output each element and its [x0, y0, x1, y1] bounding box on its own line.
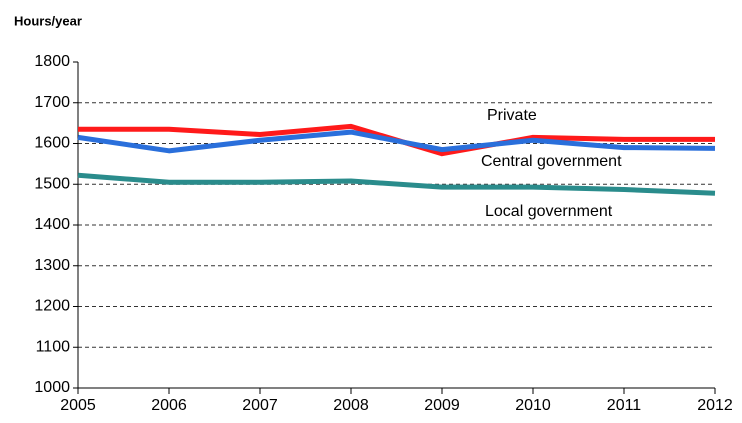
label-background — [481, 105, 543, 127]
y-tick-label: 1300 — [34, 257, 70, 274]
y-tick-label: 1000 — [34, 379, 70, 396]
chart-title: Hours/year — [14, 13, 82, 28]
y-tick-label: 1700 — [34, 94, 70, 111]
x-tick-label: 2005 — [60, 397, 96, 414]
y-tick-label: 1600 — [34, 135, 70, 152]
y-tick-label: 1200 — [34, 298, 70, 315]
y-tick-label: 1100 — [36, 338, 71, 355]
x-tick-label: 2011 — [607, 397, 642, 414]
x-tick-label: 2012 — [697, 397, 733, 414]
series-label: Local government — [485, 203, 613, 220]
label-background — [475, 151, 628, 173]
label-background — [479, 201, 619, 223]
series-line — [77, 172, 716, 196]
y-tick-label: 1500 — [34, 175, 70, 192]
series-line — [77, 129, 716, 154]
y-tick-label: 1800 — [34, 53, 70, 70]
x-tick-label: 2007 — [242, 397, 278, 414]
y-tick-label: 1400 — [34, 216, 70, 233]
x-tick-label: 2006 — [151, 397, 187, 414]
series-label: Private — [487, 107, 537, 124]
x-tick-label: 2008 — [333, 397, 369, 414]
series-label: Central government — [481, 153, 622, 170]
x-tick-label: 2010 — [515, 397, 551, 414]
x-tick-label: 2009 — [424, 397, 460, 414]
